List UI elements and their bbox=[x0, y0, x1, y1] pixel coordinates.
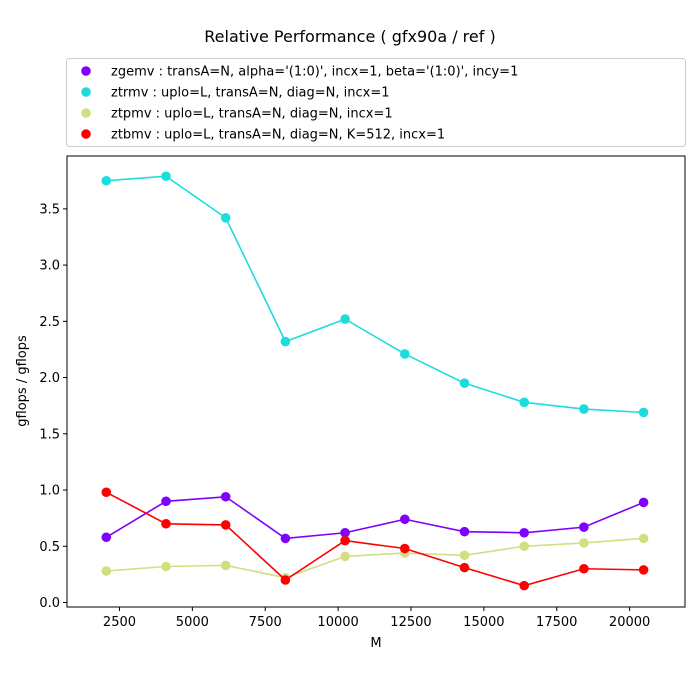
chart-title: Relative Performance ( gfx90a / ref ) bbox=[204, 27, 495, 46]
data-point bbox=[101, 487, 112, 498]
data-point bbox=[638, 407, 649, 418]
data-point bbox=[101, 566, 112, 576]
y-axis-label: gflops / gflops bbox=[15, 335, 30, 427]
data-point bbox=[220, 560, 231, 571]
x-tick-label: 7500 bbox=[249, 615, 282, 630]
y-tick-label: 1.0 bbox=[39, 484, 60, 499]
data-point bbox=[519, 527, 530, 538]
x-tick-label: 20000 bbox=[609, 615, 650, 630]
plot-area bbox=[66, 155, 686, 608]
y-tick-label: 1.5 bbox=[39, 427, 60, 442]
data-point bbox=[519, 580, 530, 591]
y-tick-label: 2.0 bbox=[39, 371, 60, 386]
x-axis: 2500 5000 7500 10000 12500 15000 17500 20000 bbox=[103, 607, 650, 630]
data-point bbox=[280, 336, 291, 347]
data-point bbox=[579, 522, 589, 532]
series-line bbox=[106, 175, 644, 414]
data-point bbox=[161, 171, 171, 182]
x-tick-label: 10000 bbox=[317, 615, 358, 630]
data-point bbox=[400, 543, 410, 554]
data-point bbox=[459, 526, 470, 537]
data-point bbox=[638, 497, 649, 508]
data-point bbox=[638, 565, 649, 575]
data-point bbox=[101, 532, 112, 543]
legend: zgemv : transA=N, alpha='(1:0)', incx=1,… bbox=[66, 58, 686, 147]
y-axis: 0.0 0.5 1.0 1.5 2.0 2.5 3.0 3.5 bbox=[39, 202, 67, 611]
data-point bbox=[638, 533, 649, 544]
series-group bbox=[101, 487, 649, 591]
x-tick-label: 15000 bbox=[463, 615, 504, 630]
data-point bbox=[101, 175, 112, 186]
data-point bbox=[340, 551, 350, 562]
data-point bbox=[161, 561, 171, 572]
y-tick-label: 0.5 bbox=[39, 540, 60, 555]
data-point bbox=[400, 514, 410, 525]
x-tick-label: 12500 bbox=[390, 615, 431, 630]
data-point bbox=[340, 527, 350, 538]
series-group bbox=[101, 171, 649, 418]
data-point bbox=[459, 378, 470, 388]
data-point bbox=[459, 562, 470, 573]
data-point bbox=[519, 541, 530, 552]
legend-marker bbox=[81, 66, 91, 76]
data-point bbox=[340, 535, 350, 546]
data-point bbox=[220, 213, 231, 223]
x-tick-label: 17500 bbox=[536, 615, 577, 630]
x-axis-label: M bbox=[370, 636, 381, 651]
y-tick-label: 3.0 bbox=[39, 259, 60, 274]
legend-label: ztbmv : uplo=L, transA=N, diag=N, K=512,… bbox=[111, 128, 445, 143]
legend-label: zgemv : transA=N, alpha='(1:0)', incx=1,… bbox=[111, 65, 518, 80]
data-point bbox=[161, 518, 171, 529]
data-point bbox=[579, 404, 589, 414]
data-point bbox=[459, 550, 470, 561]
x-tick-label: 5000 bbox=[176, 615, 209, 630]
data-point bbox=[280, 575, 291, 585]
data-point bbox=[579, 563, 589, 574]
series-line bbox=[106, 537, 644, 579]
series-line bbox=[105, 495, 644, 540]
data-point bbox=[220, 520, 231, 530]
legend-marker bbox=[81, 87, 91, 97]
series-group bbox=[101, 491, 649, 544]
y-tick-label: 0.0 bbox=[39, 596, 60, 611]
data-point bbox=[280, 533, 291, 544]
y-tick-label: 2.5 bbox=[39, 315, 60, 330]
legend-marker bbox=[81, 108, 91, 118]
y-tick-label: 3.5 bbox=[39, 202, 60, 217]
x-tick-label: 2500 bbox=[103, 615, 136, 630]
data-point bbox=[220, 491, 231, 502]
data-point bbox=[579, 538, 589, 548]
legend-label: ztpmv : uplo=L, transA=N, diag=N, incx=1 bbox=[111, 107, 393, 122]
legend-frame bbox=[66, 58, 686, 147]
data-point bbox=[161, 496, 171, 507]
series-layer bbox=[101, 171, 649, 591]
legend-label: ztrmv : uplo=L, transA=N, diag=N, incx=1 bbox=[111, 86, 390, 101]
series-line bbox=[105, 491, 644, 587]
data-point bbox=[400, 349, 410, 359]
legend-marker bbox=[81, 129, 91, 139]
data-point bbox=[340, 314, 350, 324]
data-point bbox=[519, 397, 530, 408]
